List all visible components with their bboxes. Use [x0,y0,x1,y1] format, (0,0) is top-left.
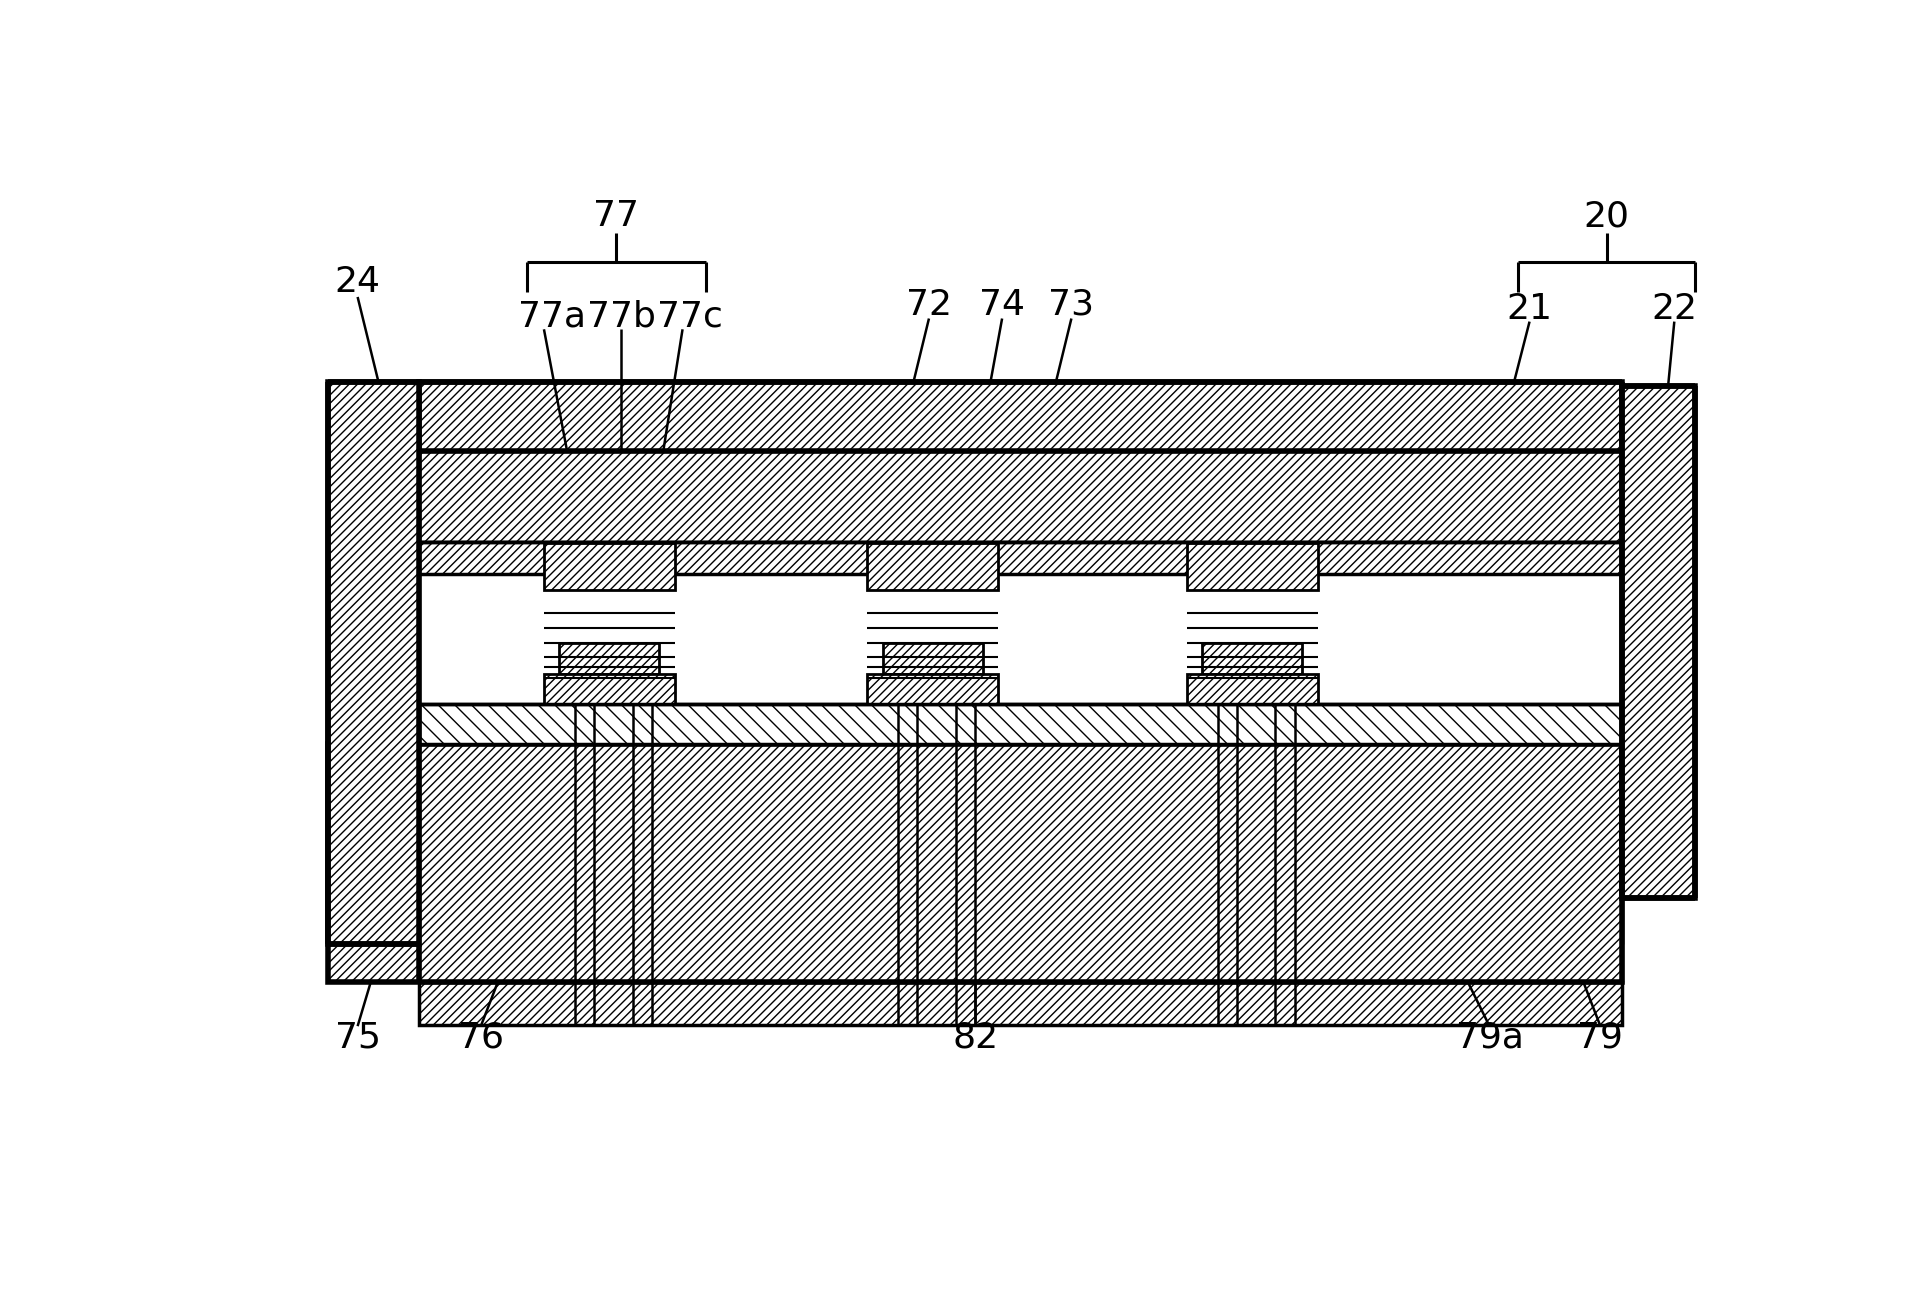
Bar [419,542,1622,575]
Bar [1202,643,1303,674]
Bar [329,382,419,943]
Text: 75: 75 [334,1021,380,1055]
Bar [419,982,1622,1025]
Text: 79: 79 [1577,1021,1622,1055]
Bar [545,674,675,704]
Bar [883,643,982,674]
Text: 76: 76 [459,1021,505,1055]
Bar [560,643,659,674]
Text: 82: 82 [952,1021,998,1055]
Bar [419,452,1622,542]
Text: 21: 21 [1506,291,1552,326]
Bar [1622,386,1695,898]
Text: 77: 77 [592,199,640,233]
Bar [329,744,1622,982]
Bar [868,674,998,704]
Text: 74: 74 [978,287,1024,322]
Text: 77c: 77c [657,299,722,334]
Bar [1187,674,1319,704]
Text: 22: 22 [1651,291,1697,326]
Bar [1187,543,1319,590]
Bar [419,704,1622,744]
Bar [545,543,675,590]
Text: 72: 72 [906,287,952,322]
Text: 79a: 79a [1456,1021,1523,1055]
Text: 20: 20 [1584,199,1630,233]
Text: 73: 73 [1049,287,1095,322]
Text: 77b: 77b [587,299,655,334]
Bar [868,543,998,590]
Text: 77a: 77a [518,299,585,334]
Bar [419,382,1622,452]
Text: 24: 24 [334,264,380,299]
Bar [419,542,1622,704]
